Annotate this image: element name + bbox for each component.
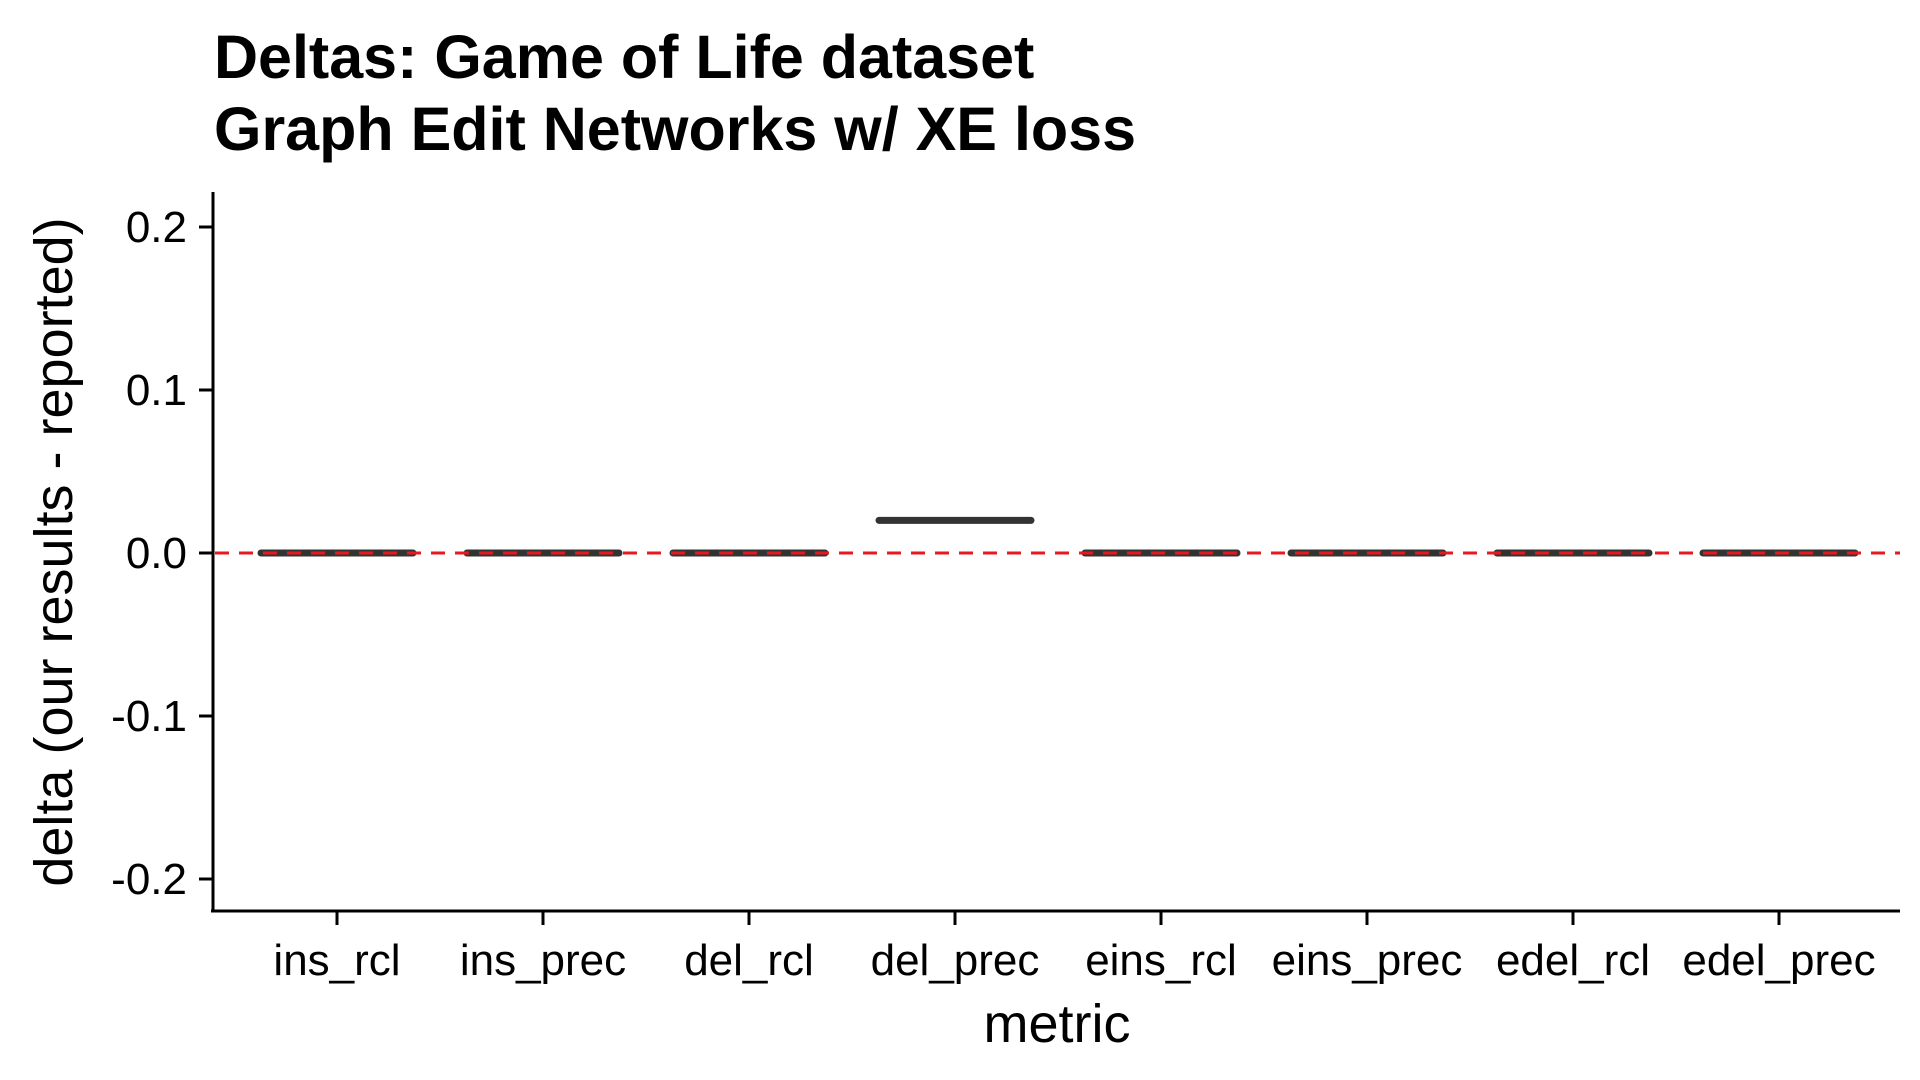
y-tick-label: 0.2 xyxy=(126,203,187,252)
y-tick-label: 0.1 xyxy=(126,366,187,415)
y-axis-title: delta (our results - reported) xyxy=(24,217,84,886)
x-tick-label: eins_rcl xyxy=(1085,936,1237,985)
y-axis-ticks: 0.2 0.1 0.0 -0.1 -0.2 xyxy=(111,203,213,904)
x-tick-label: del_rcl xyxy=(684,936,814,985)
x-tick-label: del_prec xyxy=(871,936,1040,985)
y-tick-label: -0.1 xyxy=(111,692,187,741)
x-axis-ticks: ins_rcl ins_prec del_rcl del_prec eins_rcl ei… xyxy=(273,911,1876,985)
y-tick-label: 0.0 xyxy=(126,529,187,578)
x-tick-label: edel_rcl xyxy=(1496,936,1650,985)
box-series xyxy=(257,516,1859,557)
chart-title: Deltas: Game of Life dataset xyxy=(214,23,1034,91)
x-tick-label: edel_prec xyxy=(1682,936,1875,985)
x-axis-title: metric xyxy=(984,994,1131,1054)
x-tick-label: ins_prec xyxy=(460,936,626,985)
y-tick-label: -0.2 xyxy=(111,855,187,904)
chart-subtitle: Graph Edit Networks w/ XE loss xyxy=(214,95,1136,163)
x-tick-label: ins_rcl xyxy=(273,936,400,985)
x-tick-label: eins_prec xyxy=(1272,936,1463,985)
